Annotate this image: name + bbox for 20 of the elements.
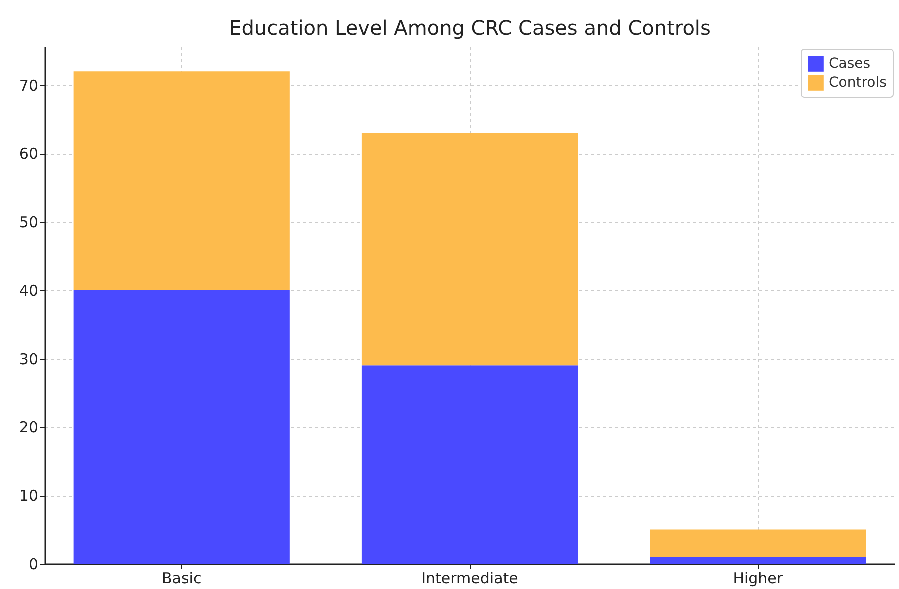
legend-label: Cases: [829, 56, 871, 72]
y-tick-label: 40: [19, 282, 38, 300]
y-tick-label: 20: [19, 418, 38, 437]
chart-title: Education Level Among CRC Cases and Controls: [229, 16, 711, 40]
y-tick-label: 70: [19, 76, 38, 95]
legend-label: Controls: [829, 75, 887, 91]
bar: [650, 530, 866, 558]
bar: [74, 290, 290, 564]
x-tick-label: Higher: [733, 570, 784, 588]
x-tick-label: Intermediate: [422, 570, 518, 588]
y-tick-label: 0: [28, 556, 38, 574]
bar: [362, 133, 578, 366]
bar: [650, 557, 866, 564]
y-tick-label: 60: [19, 145, 38, 164]
y-tick-label: 50: [19, 214, 38, 232]
bar: [74, 72, 290, 290]
y-tick-label: 30: [19, 350, 38, 368]
y-tick-label: 10: [19, 487, 38, 506]
x-tick-label: Basic: [162, 570, 202, 588]
bar: [362, 366, 578, 564]
